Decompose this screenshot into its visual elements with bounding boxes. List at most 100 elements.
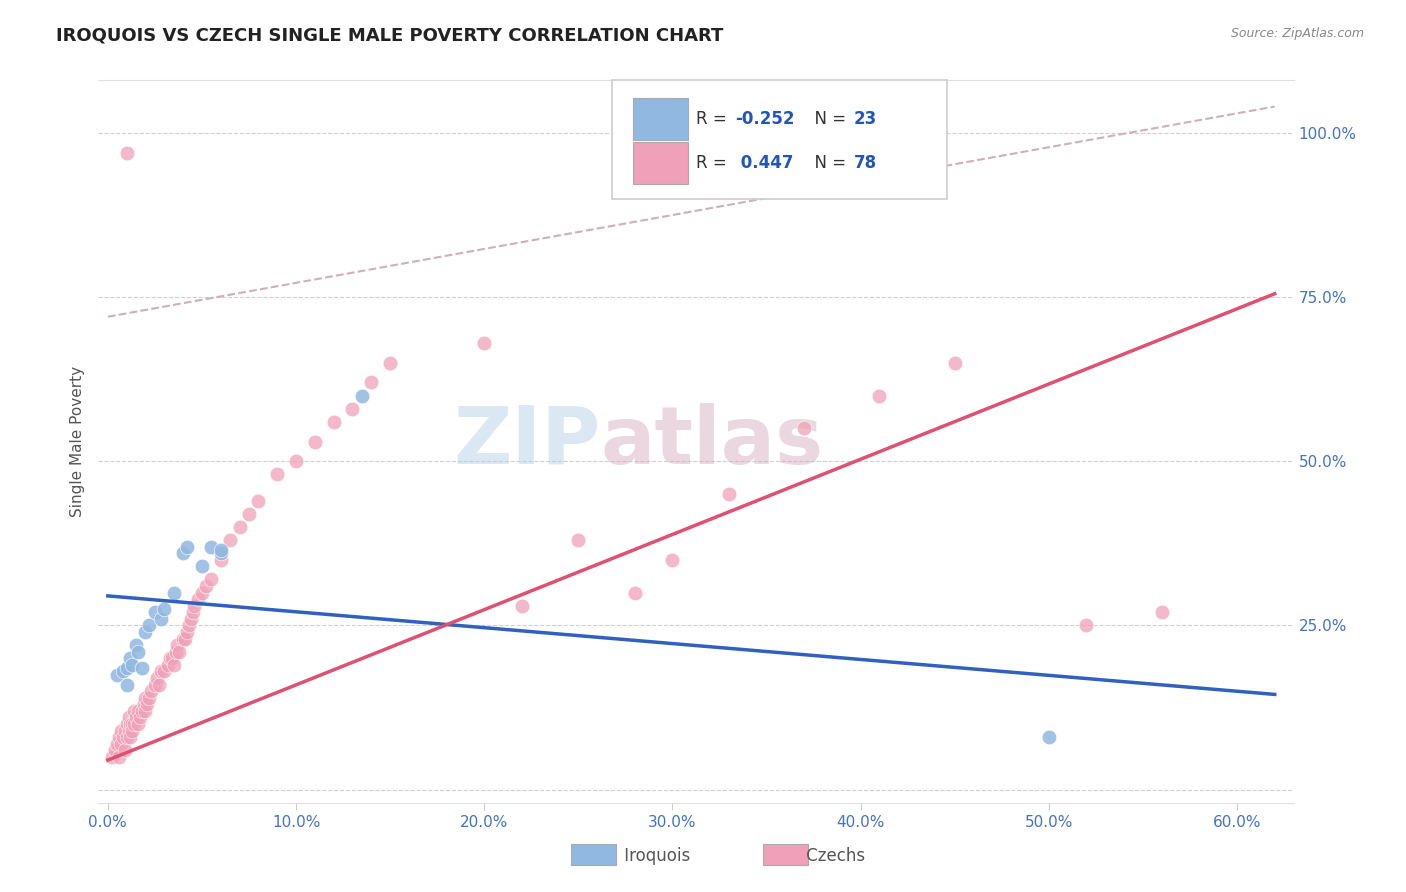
Point <box>125 638 148 652</box>
Point <box>180 612 202 626</box>
Text: N =: N = <box>804 110 851 128</box>
Point <box>110 737 132 751</box>
Text: Source: ZipAtlas.com: Source: ZipAtlas.com <box>1230 27 1364 40</box>
Point <box>143 677 166 691</box>
Point <box>304 434 326 449</box>
Point <box>153 665 176 679</box>
Point <box>111 730 134 744</box>
Point <box>209 546 232 560</box>
Point <box>869 388 891 402</box>
Point <box>1150 605 1173 619</box>
Point <box>187 592 209 607</box>
Point <box>350 388 373 402</box>
Point <box>567 533 589 547</box>
Point <box>115 677 138 691</box>
Point <box>149 665 172 679</box>
Point <box>163 657 186 672</box>
Point <box>136 698 159 712</box>
Point <box>172 632 194 646</box>
Point <box>105 667 128 681</box>
Point <box>177 618 200 632</box>
Point <box>138 618 160 632</box>
Point <box>111 665 134 679</box>
Point <box>219 533 242 547</box>
Point <box>127 704 149 718</box>
Text: Iroquois: Iroquois <box>619 847 690 865</box>
Point <box>131 661 153 675</box>
Point <box>157 657 180 672</box>
Point <box>134 704 156 718</box>
Point <box>134 690 156 705</box>
Point <box>108 730 131 744</box>
Text: Czechs: Czechs <box>801 847 866 865</box>
Point <box>163 585 186 599</box>
Point <box>1076 618 1098 632</box>
Point <box>191 585 214 599</box>
Point <box>115 717 138 731</box>
Point <box>127 717 149 731</box>
Text: 0.447: 0.447 <box>735 154 794 172</box>
Point <box>194 579 217 593</box>
Point <box>120 730 142 744</box>
Point <box>132 698 155 712</box>
Point <box>153 602 176 616</box>
Point <box>238 507 260 521</box>
Point <box>183 599 205 613</box>
FancyBboxPatch shape <box>633 143 688 185</box>
Point <box>125 710 148 724</box>
Point <box>717 487 740 501</box>
Text: IROQUOIS VS CZECH SINGLE MALE POVERTY CORRELATION CHART: IROQUOIS VS CZECH SINGLE MALE POVERTY CO… <box>56 27 724 45</box>
Point <box>360 376 382 390</box>
Point <box>200 573 222 587</box>
Point <box>122 704 145 718</box>
Text: -0.252: -0.252 <box>735 110 794 128</box>
Point <box>285 454 308 468</box>
Point <box>115 661 138 675</box>
Point <box>1038 730 1060 744</box>
Point <box>176 625 198 640</box>
Text: R =: R = <box>696 154 733 172</box>
Point <box>174 632 197 646</box>
Text: N =: N = <box>804 154 851 172</box>
Point <box>108 749 131 764</box>
Point <box>209 553 232 567</box>
FancyBboxPatch shape <box>613 80 948 200</box>
Point <box>100 749 122 764</box>
Point <box>139 684 162 698</box>
Point <box>209 542 232 557</box>
Point <box>128 710 150 724</box>
Point <box>247 493 270 508</box>
Point <box>943 356 966 370</box>
Point <box>472 336 495 351</box>
Point <box>114 743 136 757</box>
Text: ZIP: ZIP <box>453 402 600 481</box>
Point <box>117 710 139 724</box>
Point <box>623 585 645 599</box>
Point <box>228 520 250 534</box>
FancyBboxPatch shape <box>571 844 616 865</box>
Point <box>160 651 183 665</box>
Point <box>120 717 142 731</box>
Point <box>378 356 401 370</box>
Point <box>166 638 188 652</box>
Point <box>114 723 136 738</box>
Point <box>266 467 288 482</box>
Point <box>149 612 172 626</box>
Text: R =: R = <box>696 110 733 128</box>
Point <box>145 671 167 685</box>
FancyBboxPatch shape <box>763 844 808 865</box>
Point <box>793 421 815 435</box>
Point <box>105 737 128 751</box>
Point <box>138 690 160 705</box>
Point <box>115 730 138 744</box>
Point <box>115 145 138 160</box>
Point <box>191 559 214 574</box>
Text: atlas: atlas <box>600 402 824 481</box>
Point <box>117 723 139 738</box>
Point <box>165 645 187 659</box>
Point <box>143 605 166 619</box>
Point <box>322 415 344 429</box>
Point <box>134 625 156 640</box>
Point <box>159 651 181 665</box>
Point <box>110 723 132 738</box>
